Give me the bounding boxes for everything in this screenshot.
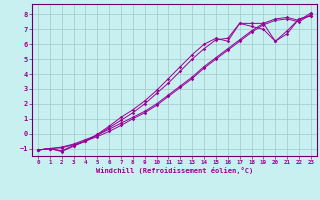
X-axis label: Windchill (Refroidissement éolien,°C): Windchill (Refroidissement éolien,°C) <box>96 167 253 174</box>
